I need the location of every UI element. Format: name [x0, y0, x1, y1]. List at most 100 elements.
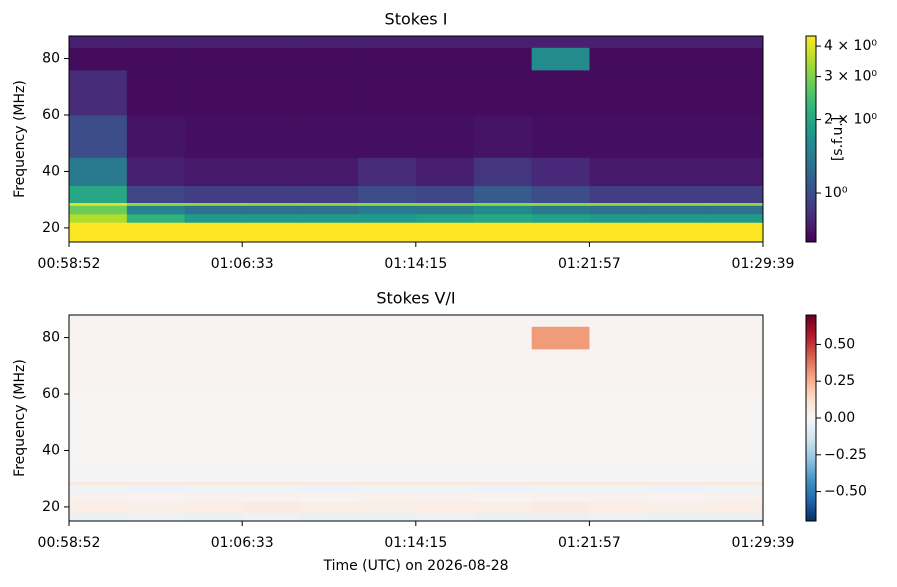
heatmap-cell [589, 484, 648, 494]
heatmap-cell [473, 233, 533, 243]
heatmap-cell [473, 436, 533, 466]
heatmap-cell [473, 492, 533, 502]
heatmap-cell [416, 157, 475, 187]
heatmap-cell [416, 512, 475, 522]
heatmap-cell [473, 157, 533, 187]
heatmap-cell [184, 348, 243, 395]
heatmap-cell [647, 512, 706, 522]
heatmap-cell [531, 233, 590, 243]
heatmap-cell [300, 492, 359, 502]
heatmap-cell [184, 115, 243, 158]
heatmap-cell [184, 394, 243, 437]
heatmap-cell [589, 47, 648, 71]
heatmap-cell [589, 157, 648, 187]
heatmap-cell [69, 213, 128, 223]
heatmap-cell [126, 47, 186, 71]
heatmap-cell [126, 464, 186, 482]
heatmap-cell [242, 315, 301, 327]
heatmap-cell [69, 348, 128, 395]
heatmap-cell [647, 36, 706, 48]
heatmap-cell [184, 233, 243, 243]
heatmap-cell [589, 315, 648, 327]
heatmap-cell [647, 222, 706, 235]
heatmap-cell [531, 501, 590, 514]
heatmap-cell [473, 501, 533, 514]
heatmap-cell [647, 492, 706, 502]
heatmap-cell [69, 233, 128, 243]
heatmap-cell [300, 205, 359, 215]
heatmap-cell [647, 436, 706, 466]
heatmap-cell [69, 394, 128, 437]
colorbar-tick-label: −0.50 [824, 484, 867, 500]
heatmap-cell [473, 202, 533, 206]
heatmap-cell [69, 436, 128, 466]
heatmap-cell [416, 205, 475, 215]
heatmap-cell [589, 436, 648, 466]
heatmap-cell [647, 213, 706, 223]
x-tick-label: 01:06:33 [211, 535, 274, 551]
heatmap-cell [358, 185, 417, 203]
heatmap-cell [473, 464, 533, 482]
heatmap-cell [126, 213, 186, 223]
heatmap-cell [69, 326, 128, 350]
heatmap-cell [358, 436, 417, 466]
heatmap-cell [416, 501, 475, 514]
heatmap-cell [126, 315, 186, 327]
heatmap-cell [126, 326, 186, 350]
heatmap-cell [531, 185, 590, 203]
heatmap-cell [126, 484, 186, 494]
heatmap-cell [358, 213, 417, 223]
heatmap-cell [705, 348, 764, 395]
heatmap-cell [589, 394, 648, 437]
heatmap-cell [705, 233, 764, 243]
heatmap-cell [705, 205, 764, 215]
colorbar-tick-label: 3 × 10⁰ [824, 69, 877, 85]
heatmap-cell [416, 233, 475, 243]
heatmap-cell [705, 69, 764, 116]
heatmap-cell [416, 481, 475, 485]
heatmap-cell [589, 185, 648, 203]
heatmap-cell [242, 512, 301, 522]
heatmap-cell [242, 233, 301, 243]
heatmap-cell [184, 69, 243, 116]
heatmap-cell [589, 501, 648, 514]
heatmap-cell [589, 115, 648, 158]
heatmap-cell [705, 326, 764, 350]
colorbar [805, 35, 817, 243]
heatmap-cell [242, 326, 301, 350]
heatmap-cell [69, 185, 128, 203]
heatmap-cell [531, 492, 590, 502]
heatmap-cell [358, 202, 417, 206]
heatmap-cell [126, 348, 186, 395]
heatmap-cell [126, 436, 186, 466]
heatmap-cell [647, 157, 706, 187]
heatmap-cell [69, 512, 128, 522]
heatmap-cell [358, 115, 417, 158]
heatmap-cell [126, 501, 186, 514]
chart-title: Stokes V/I [376, 289, 455, 308]
heatmap-cell [416, 326, 475, 350]
colorbar-tick-label: 0.50 [824, 336, 855, 352]
heatmap-cell [242, 213, 301, 223]
heatmap-cell [358, 233, 417, 243]
heatmap-cell [69, 205, 128, 215]
heatmap-cell [358, 484, 417, 494]
heatmap-cell [473, 222, 533, 235]
heatmap-cell [705, 501, 764, 514]
y-tick-label: 40 [42, 163, 60, 179]
heatmap-cell [300, 69, 359, 116]
heatmap-cell [242, 36, 301, 48]
heatmap-cell [705, 481, 764, 485]
heatmap-cell [242, 69, 301, 116]
heatmap-cell [242, 222, 301, 235]
heatmap-cell [184, 202, 243, 206]
heatmap-cell [416, 36, 475, 48]
heatmap-cell [242, 47, 301, 71]
heatmap-cell [184, 185, 243, 203]
heatmap-cell [531, 157, 590, 187]
heatmap-cell [300, 233, 359, 243]
heatmap-cell [358, 36, 417, 48]
x-tick-label: 01:29:39 [732, 256, 795, 272]
heatmap-cell [300, 157, 359, 187]
x-tick-label: 01:29:39 [732, 535, 795, 551]
